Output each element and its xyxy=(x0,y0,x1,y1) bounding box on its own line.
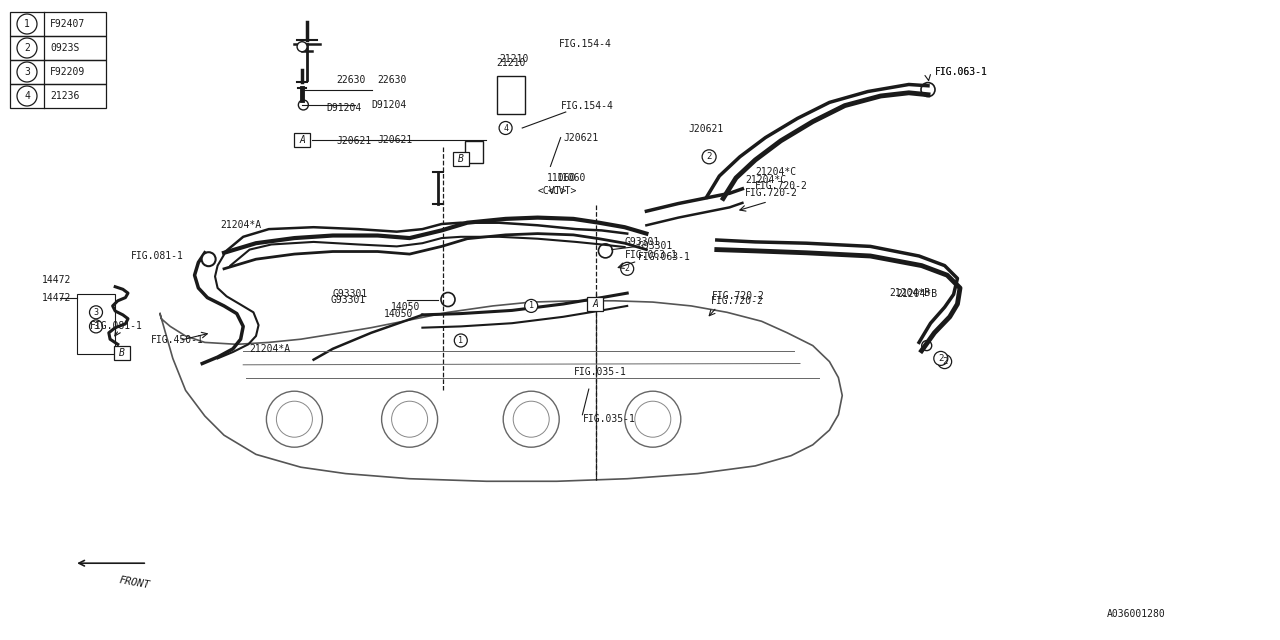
Circle shape xyxy=(934,351,947,365)
Text: A: A xyxy=(593,299,598,309)
Text: FIG.063-1: FIG.063-1 xyxy=(637,252,690,262)
Circle shape xyxy=(297,42,307,52)
Text: 14050: 14050 xyxy=(390,302,420,312)
Text: FIG.720-2: FIG.720-2 xyxy=(710,296,763,306)
Text: J20621: J20621 xyxy=(563,132,599,143)
Circle shape xyxy=(621,262,634,275)
Circle shape xyxy=(499,122,512,134)
Bar xyxy=(453,152,468,166)
Text: 4: 4 xyxy=(503,124,508,132)
Text: FIG.450-1: FIG.450-1 xyxy=(151,335,204,346)
Text: J20621: J20621 xyxy=(337,136,372,146)
Text: 11060: 11060 xyxy=(547,173,576,183)
Text: 21210: 21210 xyxy=(497,58,526,68)
Text: 3: 3 xyxy=(24,67,29,77)
Text: 14472: 14472 xyxy=(42,275,72,285)
Circle shape xyxy=(90,306,102,319)
Bar xyxy=(10,60,106,84)
Text: 22630: 22630 xyxy=(337,75,366,85)
Text: 11060: 11060 xyxy=(557,173,586,183)
Text: 21204*C: 21204*C xyxy=(755,166,796,177)
Text: 21204*A: 21204*A xyxy=(250,344,291,354)
Circle shape xyxy=(938,355,951,369)
Bar xyxy=(10,84,106,108)
Bar xyxy=(294,132,310,147)
Text: 21204*C: 21204*C xyxy=(745,175,786,186)
Text: FRONT: FRONT xyxy=(118,575,151,590)
Circle shape xyxy=(202,252,215,266)
Text: J20621: J20621 xyxy=(378,134,413,145)
Text: 1: 1 xyxy=(529,301,534,310)
Text: 2: 2 xyxy=(625,264,630,273)
Text: 4: 4 xyxy=(24,91,29,101)
Text: 0923S: 0923S xyxy=(50,43,79,53)
Bar xyxy=(10,36,106,60)
Text: 2: 2 xyxy=(24,43,29,53)
Text: FIG.063-1: FIG.063-1 xyxy=(934,67,987,77)
Text: J20621: J20621 xyxy=(689,124,724,134)
Text: 21204*B: 21204*B xyxy=(896,289,937,300)
Text: FIG.063-1: FIG.063-1 xyxy=(625,250,677,260)
Text: FIG.154-4: FIG.154-4 xyxy=(559,38,612,49)
Text: <CVT>: <CVT> xyxy=(538,186,567,196)
Text: D91204: D91204 xyxy=(371,100,407,110)
Text: FIG.720-2: FIG.720-2 xyxy=(712,291,764,301)
Circle shape xyxy=(454,334,467,347)
Bar xyxy=(114,346,129,360)
Text: <CVT>: <CVT> xyxy=(548,186,577,196)
Text: 1: 1 xyxy=(24,19,29,29)
Text: FIG.081-1: FIG.081-1 xyxy=(131,251,183,261)
Text: 21236: 21236 xyxy=(50,91,79,101)
Text: FIG.154-4: FIG.154-4 xyxy=(561,100,613,111)
Text: B: B xyxy=(119,348,124,358)
Text: FIG.081-1: FIG.081-1 xyxy=(90,321,142,332)
Text: 3: 3 xyxy=(93,322,99,331)
Text: 22630: 22630 xyxy=(378,75,407,85)
Text: FIG.063-1: FIG.063-1 xyxy=(934,67,987,77)
Text: 2: 2 xyxy=(938,354,943,363)
Text: B: B xyxy=(458,154,463,164)
Circle shape xyxy=(525,300,538,312)
Bar xyxy=(497,76,525,113)
Text: 2: 2 xyxy=(942,357,947,366)
Circle shape xyxy=(90,320,102,333)
Text: G93301: G93301 xyxy=(625,237,660,247)
Text: FIG.720-2: FIG.720-2 xyxy=(755,180,808,191)
Text: 2: 2 xyxy=(707,152,712,161)
Text: 21204*B: 21204*B xyxy=(890,288,931,298)
Text: FIG.035-1: FIG.035-1 xyxy=(573,367,626,378)
Circle shape xyxy=(703,150,716,164)
Bar xyxy=(465,141,483,163)
Text: 1: 1 xyxy=(458,336,463,345)
Bar xyxy=(588,297,603,311)
Text: FIG.720-2: FIG.720-2 xyxy=(745,188,797,198)
Text: G93301: G93301 xyxy=(330,294,366,305)
Bar xyxy=(77,294,115,355)
Text: FIG.035-1: FIG.035-1 xyxy=(582,414,635,424)
Text: 21210: 21210 xyxy=(499,54,529,64)
Text: A: A xyxy=(300,134,305,145)
Text: 14050: 14050 xyxy=(384,308,413,319)
Text: 3: 3 xyxy=(93,308,99,317)
Text: 14472: 14472 xyxy=(42,292,72,303)
Text: G93301: G93301 xyxy=(333,289,369,300)
Text: 21204*A: 21204*A xyxy=(220,220,261,230)
Text: F92209: F92209 xyxy=(50,67,86,77)
Text: A036001280: A036001280 xyxy=(1107,609,1166,620)
Text: G93301: G93301 xyxy=(637,241,673,252)
Text: F92407: F92407 xyxy=(50,19,86,29)
Text: D91204: D91204 xyxy=(326,102,362,113)
Bar xyxy=(10,12,106,36)
